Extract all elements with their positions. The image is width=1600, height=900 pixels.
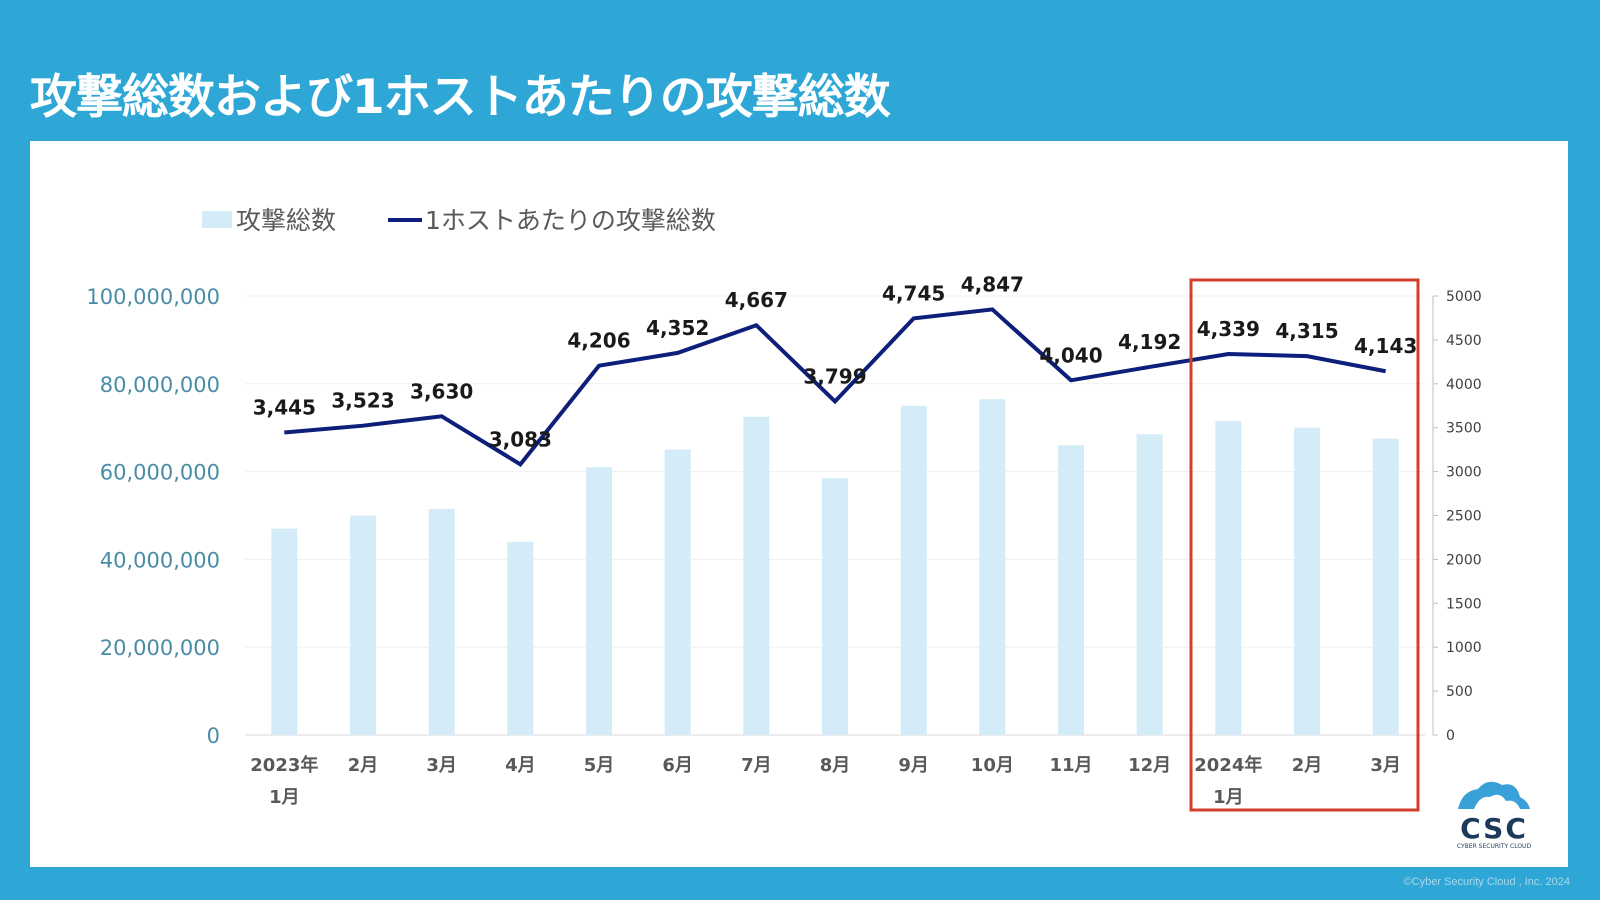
logo-subtext: CYBER SECURITY CLOUD [1457, 843, 1532, 850]
right-axis-tick-label: 4500 [1446, 333, 1482, 349]
right-axis-tick-label: 3000 [1446, 465, 1482, 481]
x-axis-category-label: 1月 [269, 787, 300, 808]
right-axis-tick-label: 500 [1446, 684, 1473, 700]
bar-attacks [1058, 445, 1084, 735]
bar-attacks [1372, 438, 1399, 735]
right-axis-tick-label: 2500 [1446, 509, 1482, 525]
legend-swatch-bar [202, 211, 232, 228]
bar-attacks [900, 405, 927, 735]
x-axis-category-label: 4月 [505, 755, 536, 776]
bar-attacks [664, 449, 691, 735]
line-data-label: 4,352 [646, 316, 709, 340]
left-axis-tick-label: 20,000,000 [100, 636, 220, 660]
legend-label-bar: 攻撃総数 [236, 206, 336, 235]
x-axis-category-label: 6月 [662, 755, 693, 776]
right-axis-tick-label: 1000 [1446, 640, 1482, 656]
right-axis-tick-label: 2000 [1446, 552, 1482, 568]
bar-attacks [743, 416, 770, 735]
bar-attacks [428, 508, 455, 735]
x-axis-category-label: 2024年 [1194, 754, 1262, 776]
bar-attacks [350, 515, 376, 735]
line-data-label: 4,192 [1118, 330, 1181, 354]
page-title: 攻撃総数および1ホストあたりの攻撃総数 [30, 70, 891, 125]
bar-attacks [822, 478, 848, 735]
right-axis-tick-label: 4000 [1446, 377, 1482, 393]
x-axis-category-label: 12月 [1128, 755, 1171, 776]
line-data-label: 4,339 [1197, 317, 1260, 341]
highlight-box [1189, 278, 1420, 812]
right-axis-tick-label: 0 [1446, 728, 1455, 744]
right-axis-tick-label: 3500 [1446, 421, 1482, 437]
line-data-label: 3,799 [803, 364, 866, 388]
bar-attacks [1294, 427, 1320, 735]
left-axis-tick-label: 80,000,000 [100, 373, 220, 397]
combo-chart: 0 20,000,000 40,000,000 60,000,000 80,000,00… [86, 206, 1532, 850]
bar-attacks [507, 541, 534, 735]
cloud-icon [1458, 781, 1530, 809]
legend-label-line: 1ホストあたりの攻撃総数 [425, 206, 716, 235]
bar-attacks [271, 528, 298, 735]
line-data-label: 4,315 [1275, 319, 1338, 343]
bar-attacks [586, 467, 612, 735]
line-data-label: 4,040 [1039, 343, 1102, 367]
line-data-label: 3,630 [410, 379, 473, 403]
x-axis-category-label: 3月 [1370, 755, 1401, 776]
x-axis-category-label: 8月 [820, 755, 851, 776]
left-axis-tick-label: 0 [207, 724, 220, 748]
x-axis-category-label: 7月 [741, 755, 772, 776]
line-data-label: 4,847 [961, 272, 1024, 296]
line-data-label: 3,445 [253, 396, 316, 420]
x-axis-category-label: 1月 [1213, 787, 1244, 808]
left-axis-tick-label: 40,000,000 [100, 548, 220, 572]
right-axis-tick-label: 5000 [1446, 289, 1482, 305]
line-data-label: 4,143 [1354, 334, 1417, 358]
line-data-label: 4,745 [882, 281, 945, 305]
left-axis-tick-label: 60,000,000 [100, 461, 220, 485]
logo-text: CSC [1460, 812, 1528, 845]
right-axis-tick-label: 1500 [1446, 596, 1482, 612]
x-axis-category-label: 2023年 [250, 754, 318, 776]
line-data-label: 4,206 [567, 329, 630, 353]
x-axis-category-label: 10月 [971, 755, 1014, 776]
x-axis-category-label: 2月 [1292, 755, 1323, 776]
copyright-text: ©Cyber Security Cloud , Inc. 2024 [1403, 876, 1570, 888]
bar-attacks [1136, 434, 1163, 735]
bar-attacks [1215, 421, 1242, 735]
x-axis-category-label: 9月 [898, 755, 929, 776]
left-axis-tick-label: 100,000,000 [86, 285, 220, 309]
x-axis-category-label: 11月 [1049, 755, 1092, 776]
chart-panel: 0 20,000,000 40,000,000 60,000,000 80,000,00… [30, 141, 1568, 867]
x-axis-category-label: 3月 [426, 755, 457, 776]
line-data-label: 4,667 [725, 288, 788, 312]
line-data-label: 3,083 [489, 427, 552, 451]
x-axis-category-label: 2月 [348, 755, 379, 776]
line-data-label: 3,523 [331, 389, 394, 413]
bar-attacks [979, 399, 1006, 735]
x-axis-category-label: 5月 [584, 755, 615, 776]
